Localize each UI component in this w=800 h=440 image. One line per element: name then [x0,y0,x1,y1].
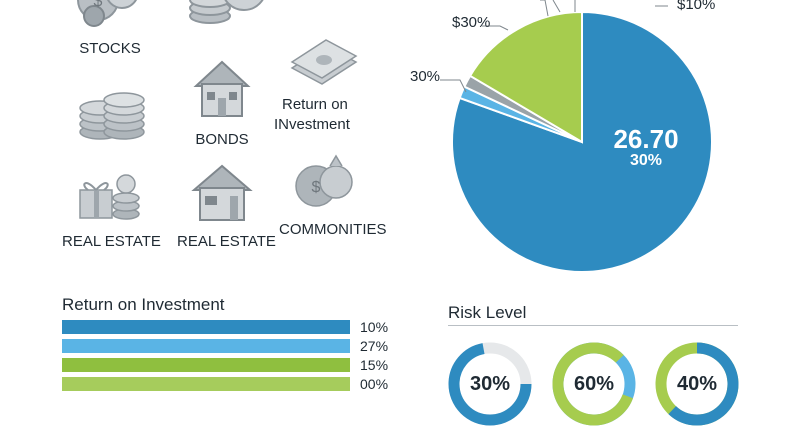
coins-icon: $ [77,0,137,27]
risk-donut: 30% [448,342,532,426]
pie-slice [451,10,713,273]
house-icon-2 [191,164,253,221]
pie-leader-line [440,79,467,93]
money-bag-icon: $ [295,154,353,207]
pie-slice [468,10,583,144]
donut-fill [655,342,739,426]
risk-donut-ring [552,342,636,426]
roi-bar [62,320,350,334]
svg-text:$: $ [312,179,321,196]
roi-title: Return on Investment [62,295,225,314]
pie-label-outer-left: 30% [410,68,441,85]
roi-bar-label: 10% [360,319,389,335]
roi-bar [62,339,350,353]
bonds-label: BONDS [195,131,249,148]
pie-label-blue: $10% [677,0,716,13]
risk-divider [448,325,738,326]
pie-label-green: $30% [452,14,491,31]
pie-leader-line [482,25,509,31]
real-estate-label-1: REAL ESTATE [62,233,161,250]
svg-text:$: $ [94,0,103,10]
risk-donut-ring [448,342,532,426]
pie-leader-line [552,0,561,13]
risk-donut-ring [655,342,739,426]
gift-coins-icon [79,174,140,220]
roi-bar-label: 00% [360,376,389,392]
commodities-label: COMMONITIES [279,221,387,238]
cash-bundle-icon [290,39,358,85]
risk-donut-label: 30% [469,372,511,395]
risk-donut-label: 40% [676,372,718,395]
roi-bar [62,377,350,391]
real-estate-label-2: REAL ESTATE [177,233,276,250]
risk-donut-label: 60% [573,372,615,395]
pie-chart-svg [440,0,713,273]
pie-center-pct: 30% [629,152,663,169]
donut-fill [448,342,532,426]
pie-leader-line [540,0,549,17]
risk-donut: 60% [552,342,636,426]
stocks-label: STOCKS [79,40,141,57]
pie-center-value: 26.70 [613,124,679,154]
risk-title: Risk Level [448,303,527,322]
risk-donut: 40% [655,342,739,426]
coin-stack-icon: $ [189,0,264,24]
roi-bar [62,358,350,372]
return-on-investment-label-2: INvestment [274,116,350,133]
roi-bar-label: 15% [360,357,389,373]
coin-stacks-icon [79,92,145,140]
roi-bar-label: 27% [360,338,389,354]
house-icon [193,60,251,117]
return-on-investment-label: Return on [282,96,348,113]
